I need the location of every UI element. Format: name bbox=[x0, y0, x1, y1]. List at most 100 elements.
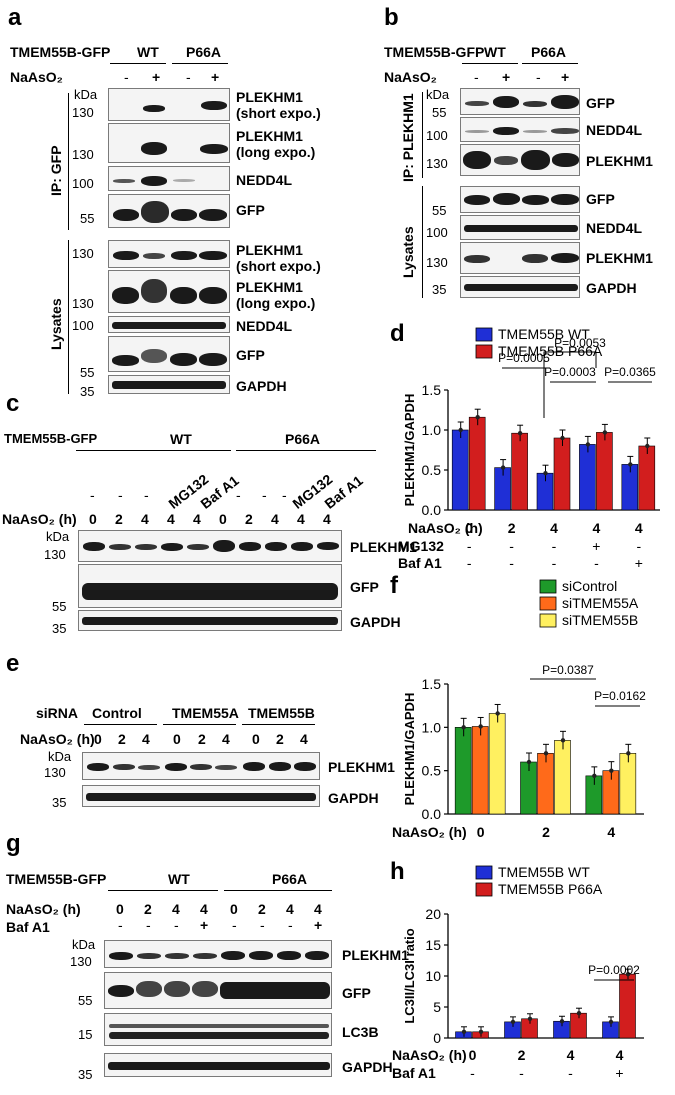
p-value-annotation: P=0.0387 bbox=[542, 663, 594, 677]
data-point bbox=[527, 1016, 533, 1021]
blot-label-gfp: GFP bbox=[236, 202, 265, 218]
x-tick-label: - bbox=[636, 538, 641, 554]
legend-swatch bbox=[475, 882, 493, 897]
mw-35: 35 bbox=[52, 795, 67, 810]
mw-35: 35 bbox=[78, 1067, 93, 1082]
bar bbox=[602, 770, 620, 815]
bar bbox=[511, 432, 528, 511]
group-label-p66a: P66A bbox=[531, 44, 567, 60]
blot-lys-gfp bbox=[108, 336, 230, 372]
y-tick-label: 1.5 bbox=[422, 382, 442, 398]
treat-minus: - bbox=[232, 917, 237, 933]
blot-label-long: (long expo.) bbox=[236, 144, 316, 160]
blot-label-plekhm1: PLEKHM1 bbox=[586, 153, 653, 169]
blot-ip-plekhm1-short bbox=[108, 88, 230, 121]
mw-55: 55 bbox=[432, 105, 447, 120]
y-tick-label: 1.0 bbox=[422, 719, 442, 735]
data-point bbox=[478, 1029, 484, 1034]
y-tick-label: 10 bbox=[425, 968, 441, 984]
time-4: 4 bbox=[314, 901, 322, 917]
panel-label-g: g bbox=[6, 830, 21, 857]
data-point bbox=[609, 768, 614, 773]
blot-ip-nedd4l bbox=[108, 166, 230, 191]
blot-label-gapdh: GAPDH bbox=[586, 280, 637, 296]
mw-130: 130 bbox=[72, 296, 94, 311]
data-point bbox=[543, 751, 549, 756]
group-label-wt: WT bbox=[137, 44, 159, 60]
p-value-annotation: P=0.0053 bbox=[554, 336, 606, 350]
panel-label-b: b bbox=[384, 4, 399, 31]
mw-130: 130 bbox=[72, 246, 94, 261]
legend-swatch bbox=[475, 344, 493, 359]
treat-minus: - bbox=[146, 917, 151, 933]
y-tick-label: 20 bbox=[425, 906, 441, 922]
group-label-p66a: P66A bbox=[272, 871, 308, 887]
data-point bbox=[625, 971, 631, 977]
treat-plus: + bbox=[502, 69, 511, 85]
data-point bbox=[560, 738, 566, 743]
blot-c-gfp bbox=[78, 564, 342, 608]
blot-b-lys-nedd4l bbox=[460, 215, 580, 240]
kda-label: kDa bbox=[74, 87, 98, 102]
bar bbox=[596, 432, 613, 511]
x-tick-label: 4 bbox=[593, 520, 601, 536]
x-tick-label: 4 bbox=[616, 1047, 624, 1063]
significance-bracket bbox=[543, 351, 597, 418]
x-tick-label: - bbox=[467, 555, 472, 571]
blot-label-short: (short expo.) bbox=[236, 105, 321, 121]
legend-swatch bbox=[475, 865, 493, 880]
time-2: 2 bbox=[144, 901, 152, 917]
blot-b-lys-plekhm1 bbox=[460, 242, 580, 274]
bar bbox=[554, 740, 571, 815]
mw-55: 55 bbox=[80, 211, 95, 226]
blot-e-plekhm1 bbox=[82, 752, 320, 780]
data-point bbox=[458, 427, 463, 433]
blot-c-plekhm1 bbox=[78, 530, 342, 562]
blot-label-plekhm1: PLEKHM1 bbox=[236, 279, 303, 295]
blot-label-gfp: GFP bbox=[586, 191, 615, 207]
blot-label-nedd4l: NEDD4L bbox=[586, 122, 643, 138]
blot-g-gfp bbox=[104, 972, 332, 1009]
y-axis-label: LC3II/LC3I ratio bbox=[402, 928, 417, 1023]
group-label-control: Control bbox=[92, 705, 142, 721]
mw-100: 100 bbox=[72, 318, 94, 333]
treat-minus: - bbox=[186, 69, 191, 85]
blot-c-gapdh bbox=[78, 610, 342, 631]
mw-100: 100 bbox=[426, 128, 448, 143]
bafa1-row-label: Baf A1 bbox=[6, 919, 50, 935]
bar bbox=[621, 464, 639, 511]
x-row-label-naaso2: NaAsO₂ (h) bbox=[392, 1047, 467, 1063]
treat-minus: - bbox=[144, 487, 149, 503]
blot-lys-plekhm1-long bbox=[108, 270, 230, 313]
y-tick-label: 0.0 bbox=[422, 502, 442, 518]
kda-label: kDa bbox=[72, 937, 96, 952]
time-2: 2 bbox=[245, 511, 253, 527]
x-tick-label: - bbox=[467, 538, 472, 554]
legend-label: TMEM55B WT bbox=[498, 326, 590, 342]
time-4: 4 bbox=[271, 511, 279, 527]
y-tick-label: 0 bbox=[433, 1030, 441, 1046]
mw-130: 130 bbox=[72, 147, 94, 162]
mw-130: 130 bbox=[426, 255, 448, 270]
mw-55: 55 bbox=[78, 993, 93, 1008]
x-tick-label: + bbox=[615, 1065, 623, 1081]
mw-35: 35 bbox=[432, 282, 447, 297]
construct-label: TMEM55B-GFP bbox=[10, 44, 111, 60]
p-value-annotation: P=0.0003 bbox=[544, 365, 596, 379]
treat-minus: - bbox=[124, 69, 129, 85]
x-row-label-bafa1: Baf A1 bbox=[398, 555, 442, 571]
x-tick-label: 0 bbox=[465, 520, 473, 536]
legend-label: TMEM55B WT bbox=[498, 864, 590, 880]
bar bbox=[619, 973, 636, 1039]
treat-minus: - bbox=[536, 69, 541, 85]
x-tick-label: 2 bbox=[542, 824, 550, 840]
sirna-label: siRNA bbox=[36, 705, 79, 721]
blot-label-nedd4l: NEDD4L bbox=[586, 220, 643, 236]
x-tick-label: - bbox=[568, 1065, 573, 1081]
mw-130: 130 bbox=[44, 547, 66, 562]
blot-ip-plekhm1-long bbox=[108, 123, 230, 163]
blot-label-lc3b: LC3B bbox=[342, 1024, 379, 1040]
kda-label: kDa bbox=[46, 529, 70, 544]
treat-plus: + bbox=[211, 69, 220, 85]
